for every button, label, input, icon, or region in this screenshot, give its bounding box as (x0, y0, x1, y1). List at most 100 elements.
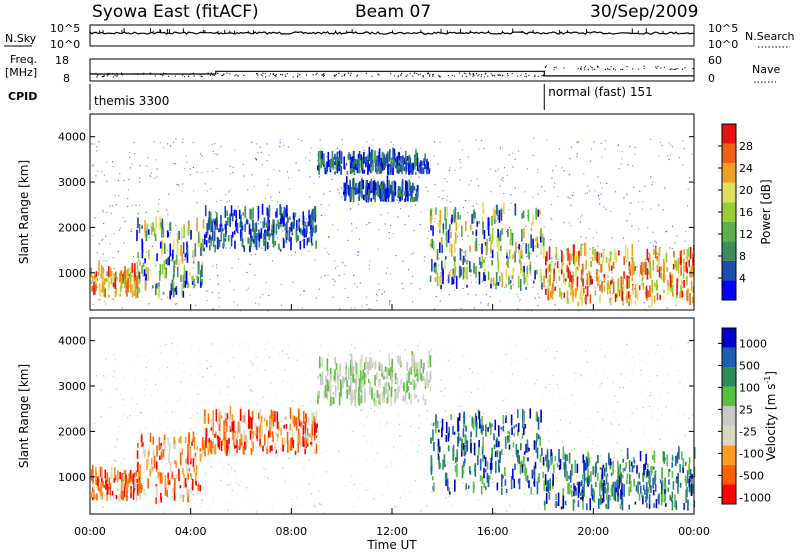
echo-speckle (651, 183, 653, 186)
echo-speckle (358, 251, 360, 253)
echo-cell (430, 210, 432, 216)
echo-speckle (379, 350, 381, 352)
echo-speckle (576, 141, 578, 143)
nave-point (341, 75, 343, 77)
echo-cell (348, 385, 350, 394)
nave-point (107, 74, 109, 76)
echo-speckle (631, 225, 633, 227)
echo-cell (313, 449, 316, 455)
echo-cell (515, 444, 518, 456)
power-colorbar-swatch (722, 260, 736, 281)
nave-point (480, 75, 482, 78)
echo-cell (367, 154, 369, 164)
echo-cell (134, 478, 136, 489)
echo-cell (209, 212, 212, 226)
echo-speckle (255, 157, 257, 159)
echo-speckle (610, 252, 613, 255)
echo-cell (253, 238, 255, 243)
echo-speckle (154, 177, 156, 179)
echo-speckle (684, 434, 686, 436)
nave-point (499, 74, 502, 76)
echo-speckle (446, 436, 448, 439)
echo-cell (201, 442, 204, 451)
nave-point (120, 72, 123, 74)
echo-speckle (128, 291, 130, 293)
echo-speckle (368, 308, 370, 310)
echo-cell (163, 260, 166, 271)
echo-speckle (378, 422, 381, 424)
echo-cell (383, 398, 386, 403)
echo-speckle (647, 227, 649, 229)
echo-cell (534, 270, 536, 280)
echo-cell (302, 436, 304, 447)
echo-cell (667, 469, 670, 477)
echo-cell (355, 362, 358, 375)
echo-speckle (658, 460, 660, 462)
echo-cell (281, 213, 283, 221)
echo-speckle (116, 439, 118, 441)
echo-cell (494, 451, 497, 457)
echo-cell (557, 269, 560, 273)
echo-cell (532, 214, 534, 225)
echo-cell (109, 491, 112, 501)
echo-speckle (390, 460, 392, 463)
echo-speckle (460, 405, 462, 407)
echo-cell (117, 470, 119, 483)
echo-speckle (670, 274, 672, 276)
echo-cell (129, 469, 132, 479)
echo-cell (521, 464, 524, 473)
echo-cell (338, 392, 341, 406)
echo-cell (165, 268, 168, 278)
echo-cell (557, 492, 560, 507)
echo-speckle (146, 165, 148, 167)
echo-cell (419, 162, 421, 167)
echo-speckle (656, 375, 658, 377)
echo-speckle (409, 491, 411, 493)
echo-cell (406, 372, 409, 376)
echo-speckle (247, 349, 250, 351)
echo-speckle (327, 353, 329, 355)
echo-speckle (597, 444, 599, 446)
echo-cell (173, 266, 175, 278)
echo-cell (409, 197, 412, 202)
echo-speckle (287, 146, 290, 148)
echo-speckle (448, 477, 450, 480)
echo-speckle (295, 162, 297, 164)
echo-speckle (401, 282, 403, 285)
echo-cell (292, 222, 295, 230)
echo-cell (482, 424, 484, 432)
echo-cell (152, 436, 155, 445)
echo-speckle (458, 406, 460, 408)
echo-cell (423, 159, 425, 166)
echo-speckle (373, 410, 376, 413)
echo-speckle (417, 451, 419, 453)
echo-cell (676, 454, 679, 464)
echo-cell (608, 260, 611, 265)
echo-cell (412, 379, 414, 384)
echo-speckle (589, 380, 591, 382)
echo-cell (240, 221, 243, 226)
echo-speckle (411, 275, 414, 277)
echo-speckle (135, 204, 137, 206)
echo-cell (427, 161, 429, 169)
echo-cell (581, 263, 584, 275)
echo-cell (384, 366, 387, 372)
echo-cell (410, 163, 412, 174)
echo-speckle (459, 161, 461, 164)
echo-cell (297, 428, 300, 440)
echo-speckle (244, 452, 246, 454)
nave-point (163, 72, 165, 74)
echo-cell (262, 221, 264, 229)
echo-speckle (362, 408, 364, 410)
echo-cell (536, 481, 539, 495)
echo-cell (336, 375, 339, 380)
echo-cell (205, 436, 207, 448)
echo-cell (668, 479, 670, 485)
echo-speckle (619, 386, 621, 389)
echo-cell (588, 271, 591, 282)
echo-cell (423, 364, 426, 370)
echo-speckle (320, 214, 323, 217)
echo-cell (481, 216, 484, 221)
echo-cell (680, 250, 683, 264)
echo-speckle (167, 366, 169, 369)
